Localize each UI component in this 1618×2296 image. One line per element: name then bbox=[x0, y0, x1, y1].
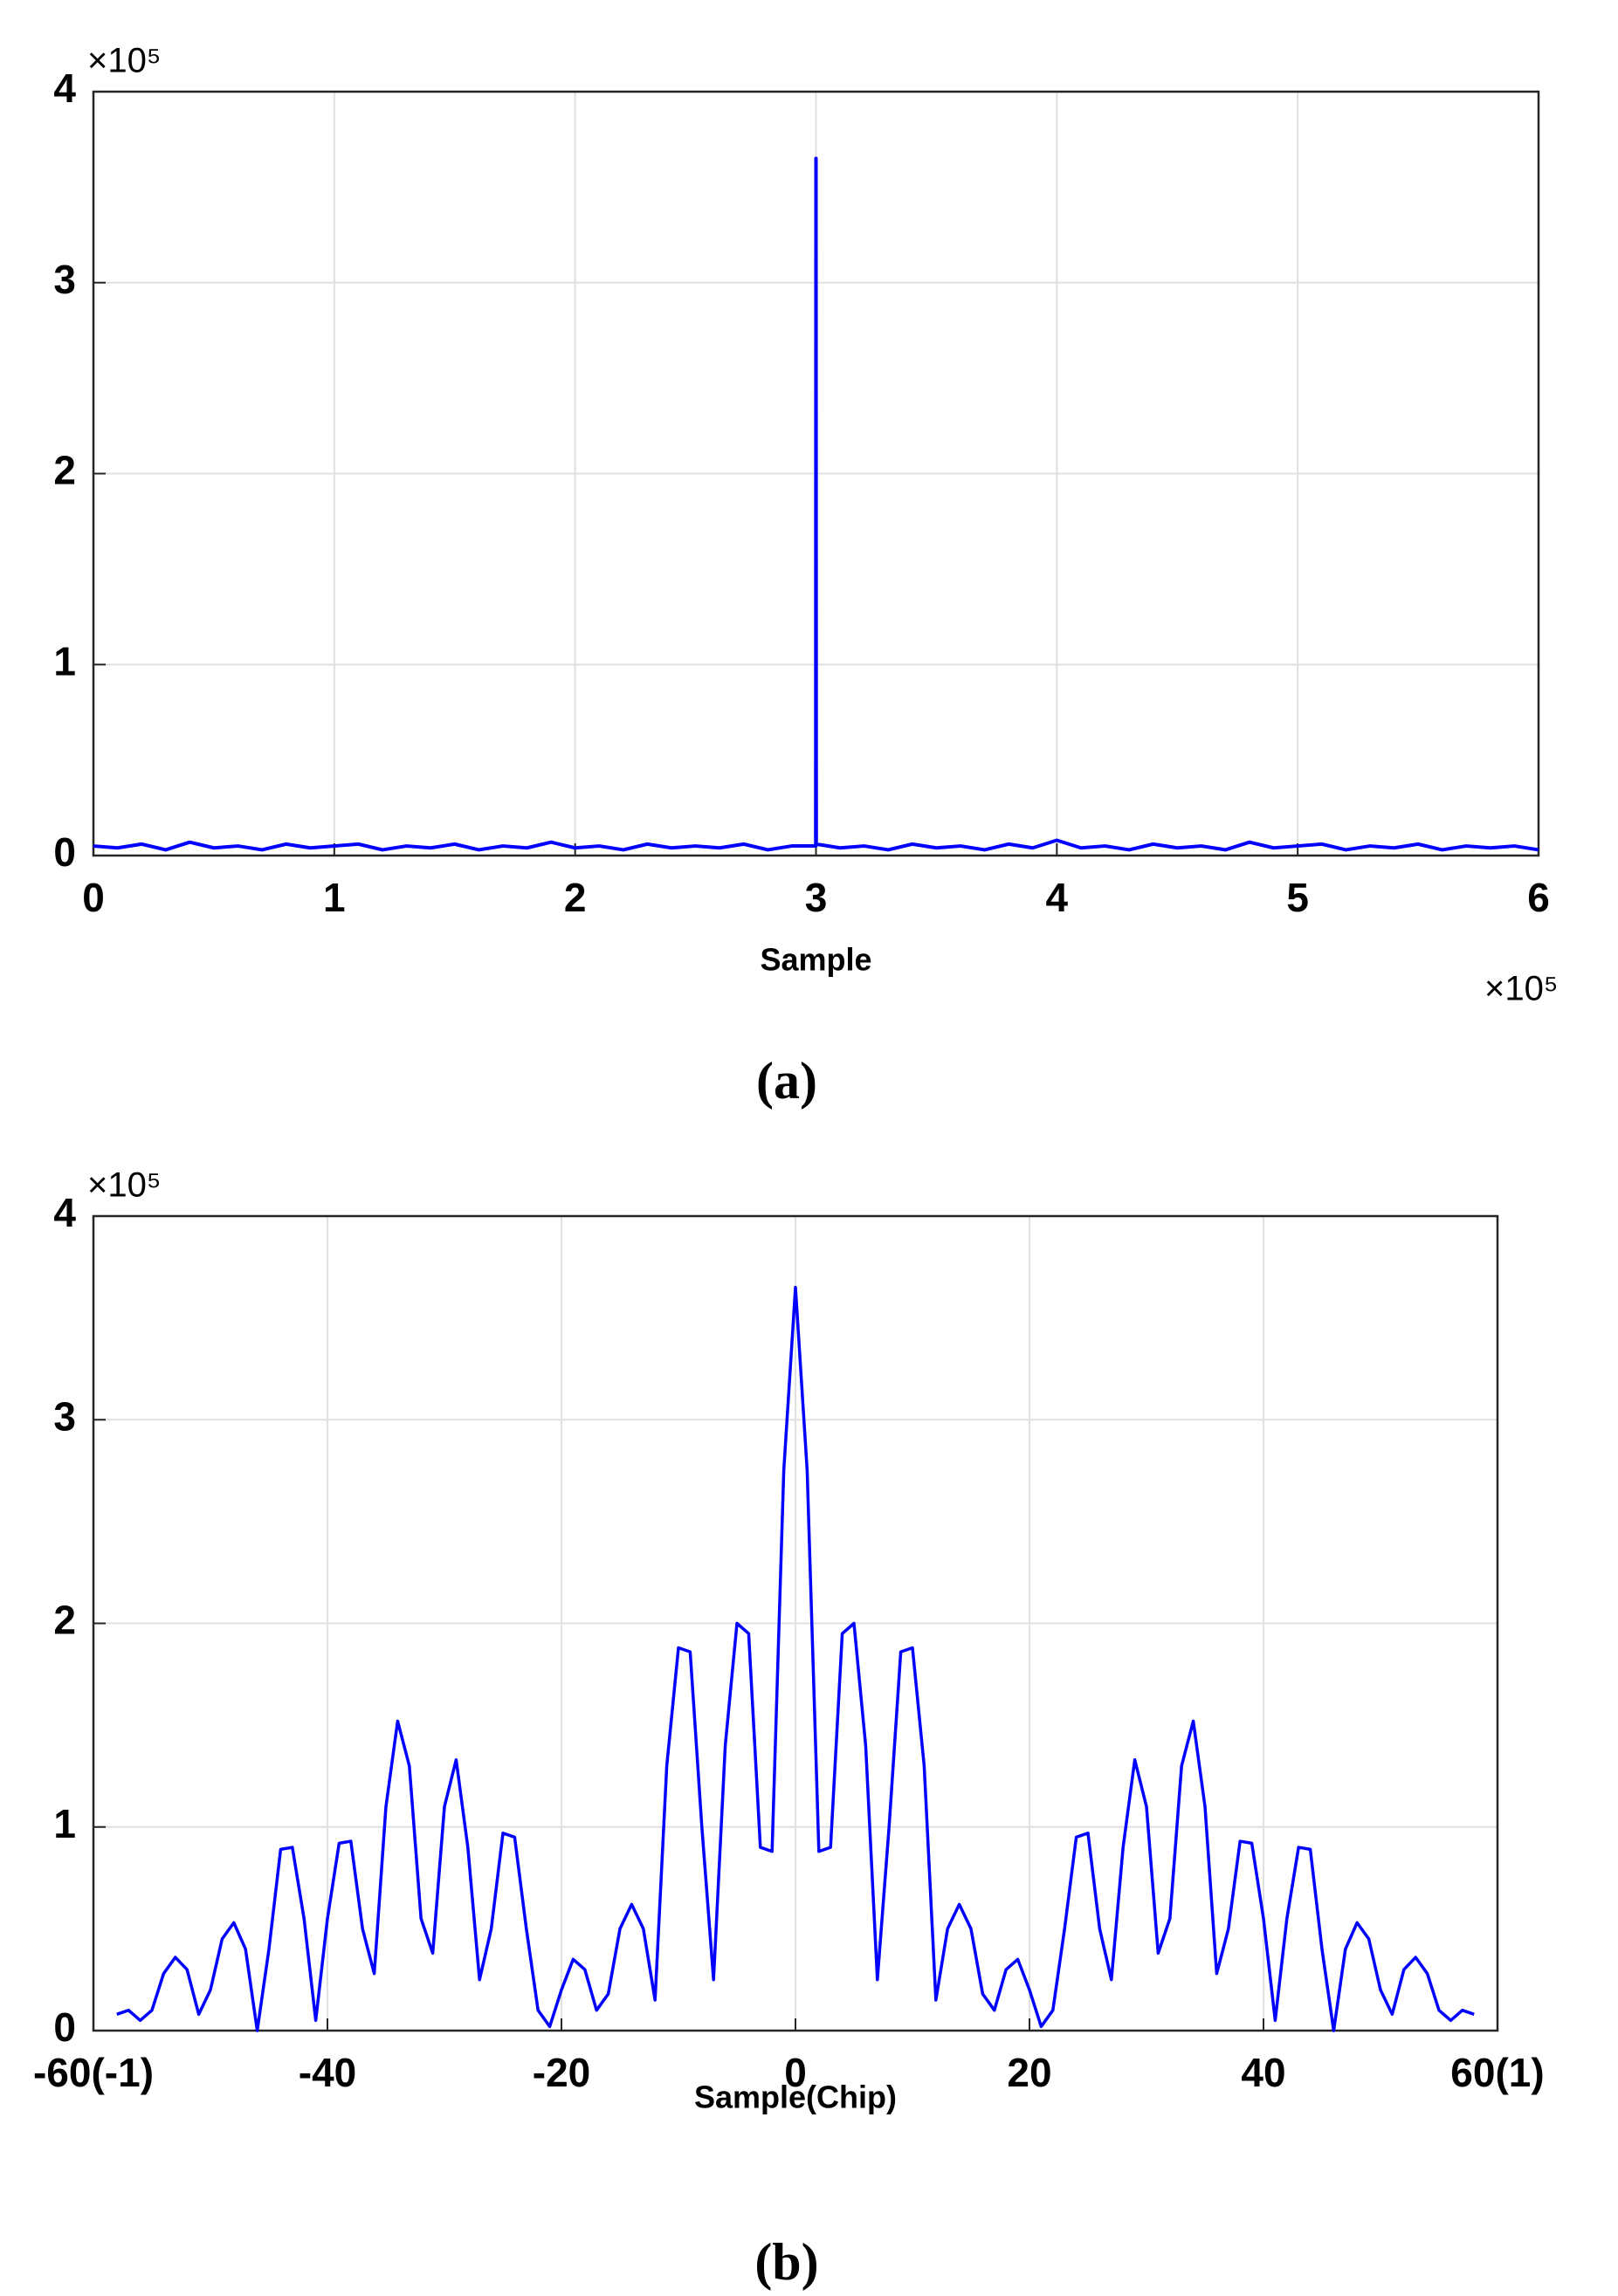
y-tick-label: 3 bbox=[53, 257, 76, 302]
caption: (a) bbox=[756, 1052, 817, 1110]
y-tick-label: 1 bbox=[53, 1801, 76, 1846]
y-tick-label: 2 bbox=[53, 448, 76, 493]
y-tick-label: 0 bbox=[53, 2004, 76, 2050]
x-tick-label: 4 bbox=[1046, 875, 1069, 920]
y-tick-label: 0 bbox=[53, 829, 76, 875]
y-tick-label: 4 bbox=[53, 1190, 76, 1235]
y-tick-label: 2 bbox=[53, 1598, 76, 1643]
data-line bbox=[116, 1285, 1475, 2032]
x-tick-label: 1 bbox=[323, 875, 346, 920]
x-tick-label: 0 bbox=[784, 2050, 807, 2095]
x-tick-label: -40 bbox=[299, 2050, 356, 2095]
x-tick-label: 0 bbox=[82, 875, 105, 920]
x-axis-label: Sample bbox=[760, 942, 871, 978]
y-tick-label: 1 bbox=[53, 638, 76, 684]
y-tick-label: 4 bbox=[53, 65, 76, 111]
axes-box bbox=[92, 1214, 1499, 2032]
data-line bbox=[93, 156, 1539, 852]
x-tick-label: 20 bbox=[1007, 2050, 1051, 2095]
x-tick-label: 60(1) bbox=[1450, 2050, 1544, 2095]
x-tick-label: 2 bbox=[564, 875, 587, 920]
x-tick-label: 40 bbox=[1241, 2050, 1285, 2095]
x-tick-label: -60(-1) bbox=[33, 2050, 154, 2095]
x-axis-label: Sample(Chip) bbox=[694, 2079, 897, 2115]
x-tick-label: 3 bbox=[805, 875, 828, 920]
y-tick-label: 3 bbox=[53, 1393, 76, 1439]
axes-box bbox=[92, 90, 1540, 857]
x-tick-label: 6 bbox=[1527, 875, 1550, 920]
caption: (b) bbox=[754, 2233, 818, 2291]
y-multiplier: ×10⁵ bbox=[87, 42, 161, 80]
x-multiplier: ×10⁵ bbox=[1484, 970, 1558, 1008]
x-tick-label: 5 bbox=[1286, 875, 1309, 920]
x-tick-label: -20 bbox=[533, 2050, 590, 2095]
y-multiplier: ×10⁵ bbox=[87, 1166, 161, 1205]
